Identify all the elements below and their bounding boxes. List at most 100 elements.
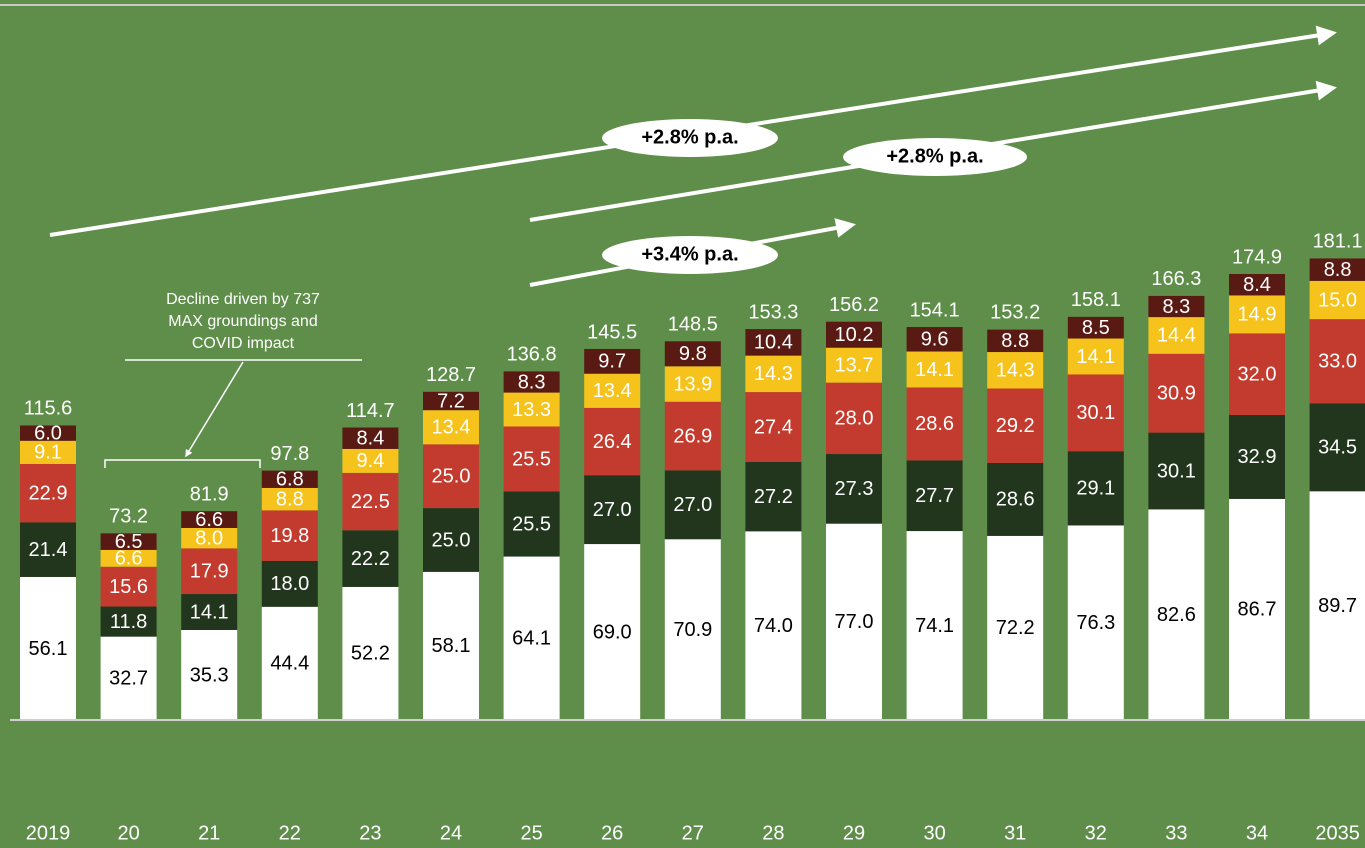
annotation-bracket [104, 459, 261, 468]
growth-label: +2.8% p.a. [886, 145, 983, 167]
x-tick-label: 34 [1246, 822, 1268, 844]
total-label: 154.1 [910, 299, 960, 321]
segment-label: 89.7 [1318, 595, 1357, 617]
x-tick-label: 21 [198, 822, 220, 844]
segment-label: 35.3 [190, 664, 229, 686]
total-label: 153.2 [990, 302, 1040, 324]
bar-segment [987, 352, 1044, 389]
bar-segment [261, 470, 318, 488]
segment-label: 64.1 [512, 628, 551, 650]
x-tick-label: 2035 [1315, 822, 1360, 844]
segment-label: 6.0 [34, 422, 62, 444]
segment-label: 77.0 [835, 611, 874, 633]
segment-label: 9.1 [34, 442, 62, 464]
segment-label: 27.0 [673, 494, 712, 516]
bar-segment [20, 425, 76, 441]
total-label: 148.5 [668, 314, 718, 336]
bar-segment [342, 448, 399, 473]
segment-label: 44.4 [270, 653, 309, 675]
segment-label: 32.7 [109, 668, 148, 690]
segment-label: 26.9 [673, 425, 712, 447]
segment-label: 76.3 [1076, 612, 1115, 634]
bar-segment [906, 460, 963, 532]
bar-segment [1229, 498, 1285, 720]
segment-label: 22.9 [29, 482, 68, 504]
segment-label: 82.6 [1157, 604, 1196, 626]
segment-label: 27.7 [915, 485, 954, 507]
growth-oval [602, 236, 778, 274]
bar-segment [1309, 403, 1365, 492]
bar-segment [1148, 295, 1205, 318]
segment-label: 15.6 [109, 576, 148, 598]
segment-label: 30.1 [1076, 402, 1115, 424]
segment-label: 30.1 [1157, 460, 1196, 482]
bar-segment [1229, 295, 1285, 334]
segment-label: 26.4 [593, 431, 632, 453]
segment-label: 25.0 [432, 466, 471, 488]
bar-segment [826, 523, 882, 720]
bar-segment [100, 606, 157, 637]
segment-label: 9.8 [679, 343, 707, 365]
bar-segment [745, 531, 802, 720]
total-label: 153.3 [748, 301, 798, 323]
segment-label: 56.1 [29, 638, 68, 660]
segment-label: 74.1 [915, 615, 954, 637]
bar-segment [20, 440, 76, 464]
bar-segment [423, 410, 479, 445]
bar-segment [423, 508, 479, 572]
bar-segment [584, 475, 641, 545]
segment-label: 25.5 [512, 513, 551, 535]
bar-segment [503, 426, 560, 492]
segment-label: 13.7 [835, 354, 874, 376]
segment-label: 8.3 [1162, 296, 1190, 318]
segment-label: 28.0 [835, 408, 874, 430]
bar-segment [100, 533, 157, 550]
segment-label: 10.2 [835, 324, 874, 346]
bar-segment [503, 392, 560, 427]
segment-label: 10.4 [754, 332, 793, 354]
bar-segment [503, 371, 560, 393]
segment-label: 72.2 [996, 617, 1035, 639]
growth-label: +3.4% p.a. [641, 243, 738, 265]
segment-label: 14.1 [915, 359, 954, 381]
bar-segment [664, 539, 721, 720]
bar-segment [100, 549, 157, 567]
growth-oval [843, 138, 1027, 176]
bar-segment [1309, 319, 1365, 404]
x-tick-label: 26 [601, 822, 623, 844]
segment-label: 52.2 [351, 643, 390, 665]
bar-segment [181, 511, 238, 528]
segment-label: 58.1 [432, 635, 471, 657]
bar-segment [20, 522, 76, 577]
bar-segment [1309, 258, 1365, 281]
x-tick-label: 27 [682, 822, 704, 844]
bar-segment [1148, 509, 1205, 720]
bar-segment [100, 566, 157, 607]
bar-segment [826, 382, 882, 455]
annotation: Decline driven by 737 MAX groundings and… [104, 291, 362, 468]
bar-segment [826, 321, 882, 348]
x-tick-label: 22 [279, 822, 301, 844]
bar-segment [181, 629, 238, 720]
x-tick-label: 31 [1004, 822, 1026, 844]
segment-label: 14.3 [996, 360, 1035, 382]
segment-label: 25.5 [512, 448, 551, 470]
segment-label: 14.9 [1238, 304, 1277, 326]
segment-label: 33.0 [1318, 350, 1357, 372]
bar-segment [745, 392, 802, 462]
segment-label: 15.0 [1318, 289, 1357, 311]
total-label: 145.5 [587, 321, 637, 343]
x-tick-label: 30 [923, 822, 945, 844]
bar-segment [342, 472, 399, 531]
bar-segment [906, 327, 963, 352]
segment-label: 8.3 [518, 371, 546, 393]
bar-segment [1067, 451, 1124, 526]
segment-label: 14.1 [190, 601, 229, 623]
bar-segment [1067, 316, 1124, 339]
bar-segment [664, 341, 721, 367]
segment-label: 70.9 [673, 619, 712, 641]
bar-segment [664, 470, 721, 540]
total-label: 136.8 [507, 343, 557, 365]
annotation-line: Decline driven by 737 [166, 291, 320, 308]
